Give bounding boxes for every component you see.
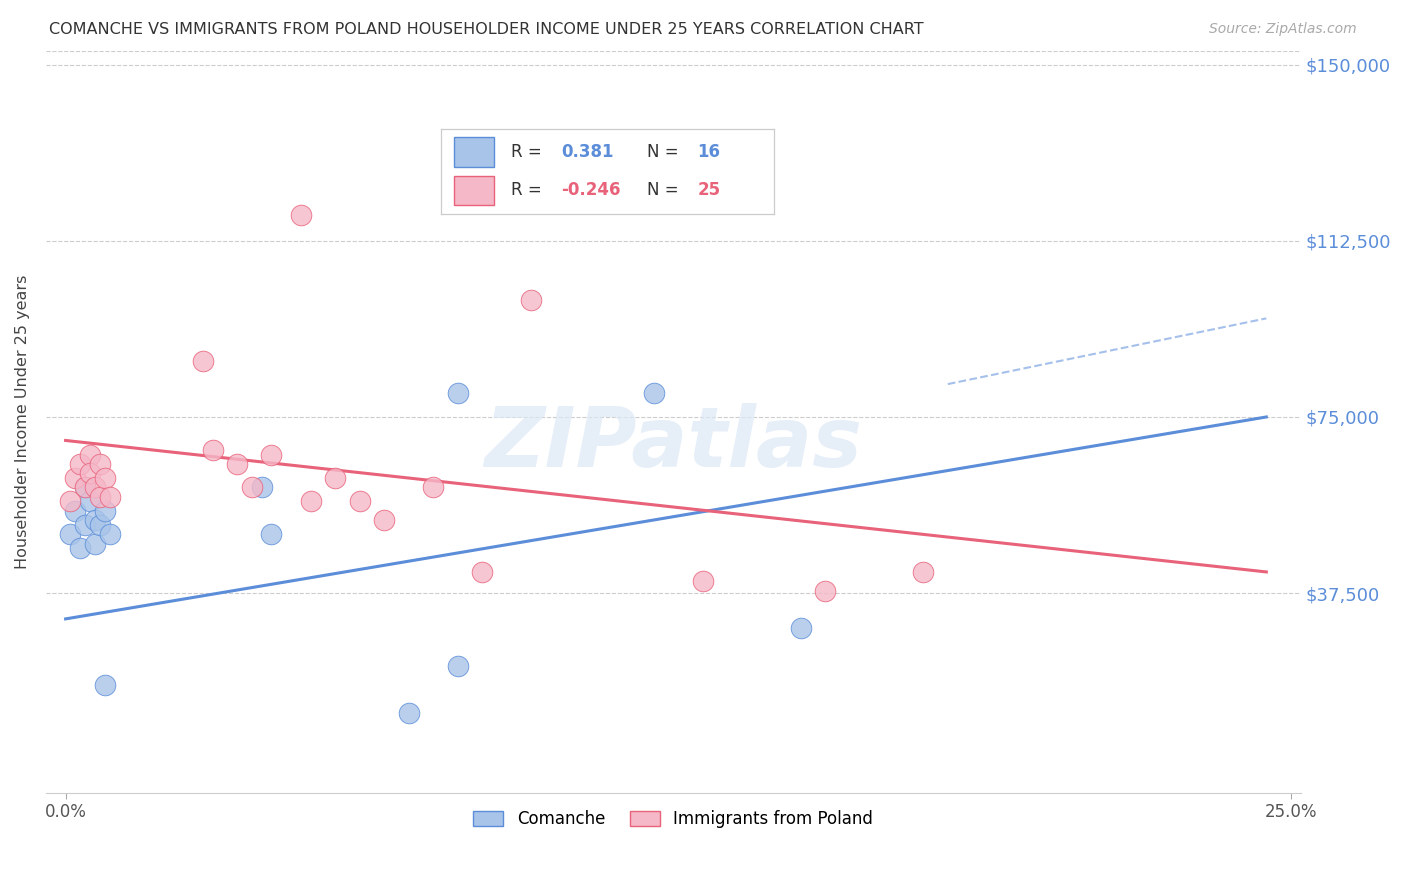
- Point: [290, 208, 312, 222]
- Point: [69, 457, 91, 471]
- Point: [59, 527, 82, 541]
- Point: [226, 457, 249, 471]
- Point: [84, 537, 107, 551]
- Point: [79, 467, 101, 481]
- Point: [250, 480, 273, 494]
- Point: [75, 518, 97, 533]
- Point: [94, 678, 117, 692]
- Point: [912, 565, 935, 579]
- Point: [201, 442, 224, 457]
- Point: [94, 504, 117, 518]
- Point: [422, 480, 444, 494]
- Point: [89, 490, 111, 504]
- Point: [94, 471, 117, 485]
- Point: [447, 658, 470, 673]
- Point: [65, 471, 87, 485]
- Point: [299, 494, 322, 508]
- Point: [191, 353, 214, 368]
- Point: [65, 504, 87, 518]
- Point: [98, 490, 121, 504]
- Text: COMANCHE VS IMMIGRANTS FROM POLAND HOUSEHOLDER INCOME UNDER 25 YEARS CORRELATION: COMANCHE VS IMMIGRANTS FROM POLAND HOUSE…: [49, 22, 924, 37]
- Text: ZIPatlas: ZIPatlas: [485, 403, 862, 484]
- Point: [398, 706, 420, 720]
- Point: [89, 457, 111, 471]
- Point: [240, 480, 263, 494]
- Point: [79, 448, 101, 462]
- Point: [260, 527, 283, 541]
- Point: [84, 513, 107, 527]
- Point: [75, 480, 97, 494]
- Point: [84, 480, 107, 494]
- Point: [323, 471, 346, 485]
- Point: [520, 293, 543, 307]
- Point: [69, 541, 91, 556]
- Y-axis label: Householder Income Under 25 years: Householder Income Under 25 years: [15, 275, 30, 569]
- Point: [447, 386, 470, 401]
- Point: [75, 480, 97, 494]
- Point: [643, 386, 665, 401]
- Point: [79, 494, 101, 508]
- Legend: Comanche, Immigrants from Poland: Comanche, Immigrants from Poland: [465, 802, 882, 837]
- Point: [349, 494, 371, 508]
- Point: [98, 527, 121, 541]
- Point: [471, 565, 494, 579]
- Point: [260, 448, 283, 462]
- Point: [59, 494, 82, 508]
- Point: [692, 574, 714, 589]
- Text: Source: ZipAtlas.com: Source: ZipAtlas.com: [1209, 22, 1357, 37]
- Point: [814, 583, 837, 598]
- Point: [790, 621, 813, 635]
- Point: [373, 513, 395, 527]
- Point: [89, 518, 111, 533]
